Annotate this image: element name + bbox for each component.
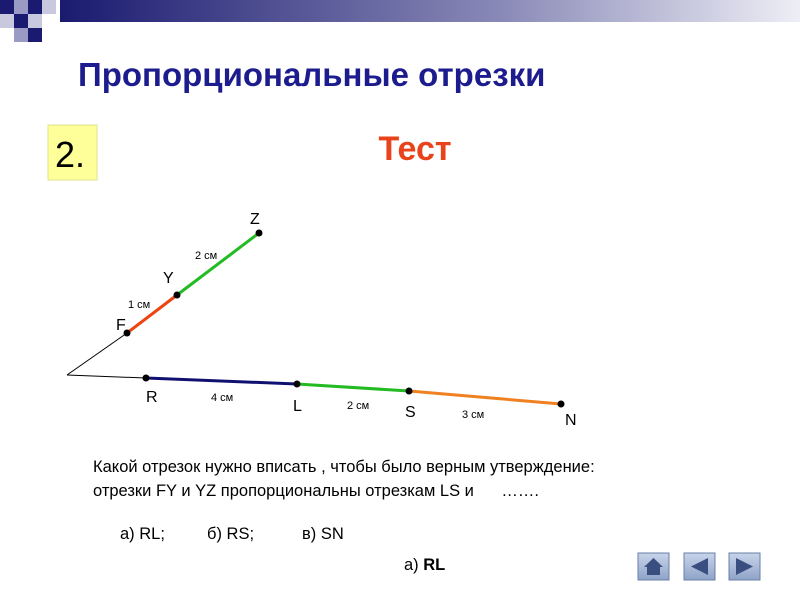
point	[557, 400, 565, 408]
point	[123, 329, 131, 337]
badge-box	[47, 124, 98, 181]
point	[173, 291, 181, 299]
ray	[66, 332, 128, 376]
option: а) RL;	[120, 525, 165, 543]
diagram: Z Y F R L S N 1 см 2 см 4 см 2 см 3 см	[66, 211, 577, 429]
subtitle: Тест	[378, 130, 451, 168]
badge: 2.	[55, 134, 85, 175]
question-line: Какой отрезок нужно вписать , чтобы было…	[93, 458, 595, 476]
point-label: Y	[163, 270, 174, 287]
title: Пропорциональные отрезки	[78, 56, 545, 93]
point	[142, 374, 150, 382]
corner-decoration	[0, 0, 800, 42]
point-label: N	[565, 412, 577, 429]
point	[255, 229, 263, 237]
segment	[176, 231, 260, 297]
point-label: Z	[250, 211, 260, 228]
segment-label: 2 см	[195, 250, 217, 262]
segment-label: 4 см	[211, 392, 233, 404]
option: в) SN	[302, 525, 344, 543]
segment-label: 2 см	[347, 400, 369, 412]
question-line: отрезки FY и YZ пропорциональны отрезкам…	[93, 482, 539, 500]
answer-value: RL	[423, 556, 445, 574]
ray	[66, 374, 147, 379]
segment-label: 1 см	[128, 299, 150, 311]
option: б) RS;	[207, 525, 254, 543]
point-label: F	[116, 317, 126, 334]
point-label: L	[293, 398, 302, 415]
answer: а) RL	[404, 556, 445, 574]
point-label: R	[146, 389, 158, 406]
segment-label: 3 см	[462, 409, 484, 421]
home-button[interactable]	[637, 552, 670, 581]
segment	[126, 293, 178, 335]
segment	[296, 382, 410, 393]
segment	[408, 389, 562, 406]
point	[293, 380, 301, 388]
point-label: S	[405, 404, 416, 421]
segment	[145, 376, 298, 386]
point	[405, 387, 413, 395]
prev-button[interactable]	[683, 552, 716, 581]
next-button[interactable]	[728, 552, 761, 581]
answer-prefix: а)	[404, 556, 419, 574]
